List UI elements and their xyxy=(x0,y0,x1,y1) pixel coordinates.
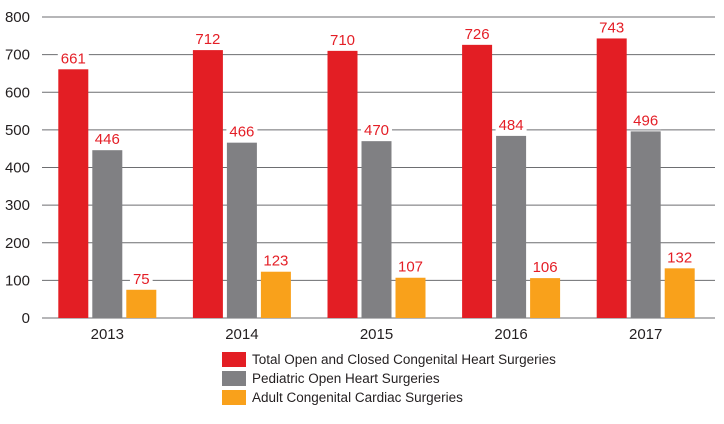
data-label-bg xyxy=(495,116,527,134)
data-label-bg xyxy=(192,31,224,49)
x-tick-label-2017: 2017 xyxy=(629,326,662,343)
data-label-2013-series-1: 446 xyxy=(95,131,120,148)
data-label-2014-series-1: 466 xyxy=(229,124,254,141)
bar-2015-series-0 xyxy=(327,50,358,319)
data-label-2017-series-0: 743 xyxy=(599,19,624,36)
bar-2016-series-1 xyxy=(496,135,527,318)
data-label-bg xyxy=(596,19,628,37)
data-label-bg xyxy=(326,31,359,49)
legend-item-total: Total Open and Closed Congenital Heart S… xyxy=(222,350,556,369)
y-tick-label-700: 700 xyxy=(5,47,30,64)
legend-label-pediatric: Pediatric Open Heart Surgeries xyxy=(252,371,440,386)
data-label-2016-series-2: 106 xyxy=(533,259,558,276)
data-label-bg xyxy=(529,259,561,277)
legend-swatch-pediatric xyxy=(222,371,246,386)
data-label-2015-series-1: 470 xyxy=(364,122,389,139)
y-tick-label-200: 200 xyxy=(5,235,30,252)
legend-swatch-adult xyxy=(222,390,246,405)
data-label-2017-series-1: 496 xyxy=(633,112,658,129)
bar-2017-series-0 xyxy=(596,38,627,318)
data-label-2015-series-0: 710 xyxy=(330,32,355,49)
legend-label-total: Total Open and Closed Congenital Heart S… xyxy=(252,352,556,367)
data-label-2013-series-0: 661 xyxy=(61,50,86,67)
legend-item-pediatric: Pediatric Open Heart Surgeries xyxy=(222,369,556,388)
bar-2016-series-0 xyxy=(462,44,493,318)
bar-2015-series-2 xyxy=(395,277,426,318)
data-label-bg xyxy=(57,50,89,68)
bar-2017-series-1 xyxy=(630,131,661,318)
y-tick-label-100: 100 xyxy=(5,272,30,289)
data-label-bg xyxy=(394,258,427,276)
bar-2013-series-0 xyxy=(58,69,89,318)
data-label-bg xyxy=(91,131,123,149)
y-tick-label-300: 300 xyxy=(5,197,30,214)
bar-chart: 0 100 200 300 400 500 600 700 800 661 446 75 2013 712… xyxy=(5,9,715,343)
bar-2015-series-1 xyxy=(361,141,392,318)
bar-2014-series-2 xyxy=(260,271,291,318)
legend: Total Open and Closed Congenital Heart S… xyxy=(222,350,556,407)
legend-swatch-total xyxy=(222,352,246,367)
bar-2017-series-2 xyxy=(664,268,695,318)
data-label-bg xyxy=(260,252,292,270)
bar-2014-series-1 xyxy=(226,142,257,318)
legend-item-adult: Adult Congenital Cardiac Surgeries xyxy=(222,388,556,407)
y-tick-label-800: 800 xyxy=(5,9,30,26)
data-label-bg xyxy=(129,270,153,288)
data-label-bg xyxy=(360,122,393,140)
data-label-bg xyxy=(461,25,493,43)
data-label-2016-series-0: 726 xyxy=(465,26,490,43)
data-label-bg xyxy=(226,123,258,141)
y-tick-label-600: 600 xyxy=(5,84,30,101)
bar-2013-series-2 xyxy=(126,289,157,318)
x-tick-label-2016: 2016 xyxy=(494,326,527,343)
y-tick-label-500: 500 xyxy=(5,122,30,139)
x-tick-label-2013: 2013 xyxy=(91,326,124,343)
data-label-2016-series-1: 484 xyxy=(499,117,524,134)
bar-2013-series-1 xyxy=(92,150,123,318)
data-label-2015-series-2: 107 xyxy=(398,259,423,276)
data-label-2013-series-2: 75 xyxy=(133,271,150,288)
data-label-bg xyxy=(630,112,662,130)
data-label-bg xyxy=(664,249,696,267)
legend-label-adult: Adult Congenital Cardiac Surgeries xyxy=(252,390,463,405)
bar-2016-series-2 xyxy=(530,278,561,318)
y-tick-label-0: 0 xyxy=(22,310,30,327)
data-label-2014-series-0: 712 xyxy=(195,31,220,48)
data-label-2017-series-2: 132 xyxy=(667,249,692,266)
data-label-2014-series-2: 123 xyxy=(263,253,288,270)
y-tick-label-400: 400 xyxy=(5,160,30,177)
bar-2014-series-0 xyxy=(192,50,223,319)
x-tick-label-2015: 2015 xyxy=(360,326,393,343)
x-tick-label-2014: 2014 xyxy=(225,326,258,343)
